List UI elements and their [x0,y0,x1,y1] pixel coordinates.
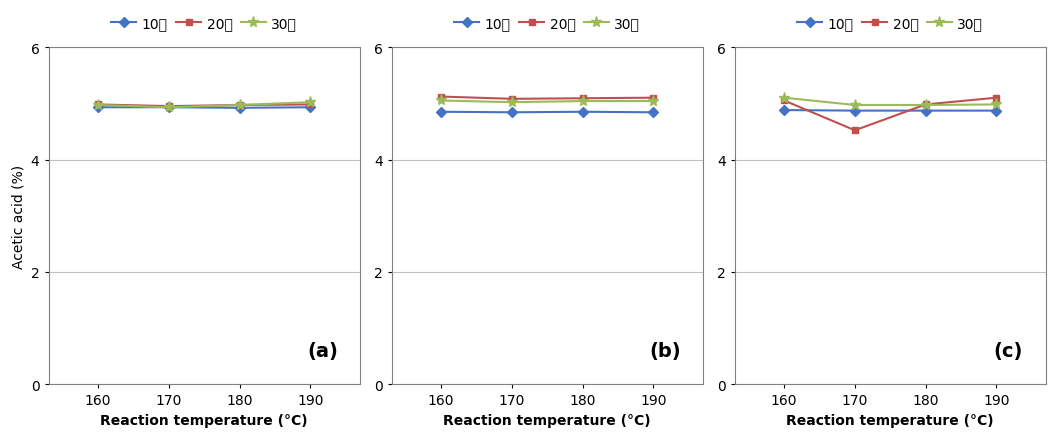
Y-axis label: Acetic acid (%): Acetic acid (%) [12,164,25,268]
X-axis label: Reaction temperature (°C): Reaction temperature (°C) [444,413,651,427]
Legend: 10분, 20분, 30분: 10분, 20분, 30분 [792,11,989,36]
Text: (b): (b) [650,341,682,360]
Text: (c): (c) [994,341,1023,360]
X-axis label: Reaction temperature (°C): Reaction temperature (°C) [786,413,994,427]
Legend: 10분, 20분, 30분: 10분, 20분, 30분 [448,11,646,36]
Legend: 10분, 20분, 30분: 10분, 20분, 30분 [106,11,302,36]
X-axis label: Reaction temperature (°C): Reaction temperature (°C) [100,413,308,427]
Text: (a): (a) [307,341,338,360]
